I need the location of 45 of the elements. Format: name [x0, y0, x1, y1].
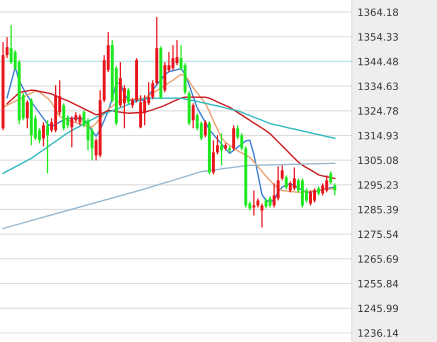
candlestick	[212, 140, 215, 176]
y-tick-label: 1245.99	[358, 304, 398, 312]
candlestick	[317, 186, 320, 196]
y-tick-label: 1305.08	[358, 156, 398, 164]
y-tick-label: 1285.39	[358, 206, 398, 214]
candlestick	[220, 132, 223, 166]
y-tick-label: 1354.33	[358, 33, 398, 41]
y-tick-label: 1236.14	[358, 329, 398, 337]
candlestick	[256, 198, 260, 208]
candlestick	[70, 116, 74, 148]
candlestick	[276, 166, 280, 202]
candlestick	[46, 120, 49, 174]
candlestick	[143, 94, 146, 126]
candlestick	[232, 124, 236, 151]
candlestick	[172, 44, 174, 71]
candlestick	[176, 39, 178, 66]
candlestick	[131, 98, 134, 109]
candlestick	[204, 120, 207, 138]
candlestick	[6, 36, 9, 59]
candlestick	[264, 198, 268, 210]
y-tick-label: 1265.69	[358, 255, 398, 263]
candlestick	[42, 122, 45, 147]
y-tick-label: 1344.48	[358, 58, 398, 66]
candlestick	[268, 196, 272, 208]
candlestick	[313, 188, 316, 204]
y-tick-label: 1324.78	[358, 107, 398, 115]
y-tick-label: 1255.84	[358, 280, 398, 288]
candlestick	[192, 102, 195, 129]
candlestick	[325, 174, 328, 194]
candlestick	[272, 182, 276, 208]
candlestick	[309, 190, 312, 206]
candlestick	[260, 202, 264, 228]
candlestick	[10, 24, 13, 65]
candlestick	[127, 88, 130, 105]
candlestick	[292, 166, 296, 192]
candlestick	[78, 114, 82, 126]
candlestick	[216, 134, 219, 155]
y-tick-label: 1314.93	[358, 132, 398, 140]
y-tick-label: 1364.18	[358, 8, 398, 16]
candlestick	[252, 190, 256, 216]
candlestick	[321, 182, 324, 196]
y-tick-label: 1334.63	[358, 82, 398, 90]
candlestick	[26, 100, 29, 129]
y-tick-label: 1275.54	[358, 230, 398, 238]
y-tick-label: 1295.23	[358, 181, 398, 189]
